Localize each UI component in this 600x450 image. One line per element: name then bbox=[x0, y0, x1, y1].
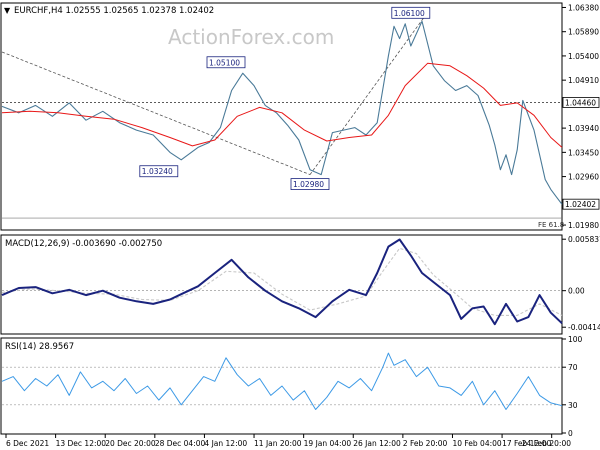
price-series-line bbox=[1, 20, 563, 205]
x-tick-label: 10 Feb 04:00 bbox=[452, 439, 501, 448]
macd-y-tick-label: -0.004144 bbox=[568, 323, 600, 332]
level-value-box bbox=[562, 97, 600, 108]
trendline bbox=[309, 12, 428, 175]
x-tick-label: 24 Feb 20:00 bbox=[522, 439, 571, 448]
rsi-panel-title: RSI(14) 28.9567 bbox=[5, 342, 74, 352]
watermark: ActionForex.com bbox=[168, 25, 334, 49]
trendline bbox=[1, 51, 311, 175]
macd-y-tick-label: 0.005837 bbox=[568, 235, 600, 244]
level-value-label: 1.04460 bbox=[565, 98, 596, 107]
x-tick-label: 11 Jan 20:00 bbox=[254, 439, 302, 448]
rsi-panel: 100 70 30 0 bbox=[1, 335, 583, 438]
macd-panel-frame bbox=[0, 234, 563, 335]
rsi-y-tick-label: 0 bbox=[568, 429, 573, 438]
rsi-y-tick-label: 100 bbox=[568, 335, 583, 344]
x-axis: 6 Dec 2021 13 Dec 12:00 20 Dec 20:00 28 Dec… bbox=[5, 434, 571, 448]
macd-panel: 0.005837 0.00 -0.004144 bbox=[1, 235, 600, 332]
price-point-label-box bbox=[391, 6, 431, 19]
macd-panel-title: MACD(12,26,9) -0.003690 -0.002750 bbox=[5, 239, 162, 249]
rsi-panel-frame bbox=[0, 337, 563, 435]
x-tick-label: 2 Feb 20:00 bbox=[403, 439, 448, 448]
price-point-label-box bbox=[139, 165, 179, 178]
x-tick-label: 17 Feb 12:00 bbox=[502, 439, 551, 448]
symbol-header: EURCHF,H4 1.02555 1.02565 1.02378 1.0240… bbox=[14, 6, 214, 16]
x-tick-label: 4 Jan 12:00 bbox=[204, 439, 247, 448]
price-point-label: 1.05100 bbox=[209, 58, 240, 67]
price-panel-frame bbox=[0, 2, 563, 231]
price-y-tick-label: 1.03940 bbox=[568, 124, 599, 133]
current-price-box bbox=[562, 198, 600, 210]
x-tick-label: 19 Jan 04:00 bbox=[304, 439, 352, 448]
macd-line bbox=[1, 238, 563, 326]
price-point-label-box bbox=[206, 56, 246, 69]
price-y-tick-label: 1.05400 bbox=[568, 52, 599, 61]
x-tick-label: 13 Dec 12:00 bbox=[56, 439, 107, 448]
price-y-tick-label: 1.01980 bbox=[568, 221, 599, 230]
macd-y-tick-label: 0.00 bbox=[568, 287, 585, 296]
price-y-tick-label: 1.06380 bbox=[568, 3, 599, 12]
x-tick-label: 6 Dec 2021 bbox=[6, 439, 49, 448]
price-point-label: 1.03240 bbox=[142, 167, 173, 176]
price-panel-title-arrow: ▼ bbox=[4, 6, 11, 15]
price-y-tick-label: 1.02960 bbox=[568, 173, 599, 182]
rsi-line bbox=[1, 352, 563, 410]
fe-level-label: FE 61.8 bbox=[538, 221, 564, 229]
rsi-y-tick-label: 70 bbox=[568, 363, 578, 372]
price-point-label-box bbox=[290, 178, 330, 190]
price-y-tick-label: 1.05890 bbox=[568, 28, 599, 37]
price-panel: 1.04460 FE 61.8 1.03240 1.05100 1.02980 1.061… bbox=[1, 3, 600, 230]
x-tick-label: 26 Jan 12:00 bbox=[353, 439, 401, 448]
x-tick-label: 28 Dec 04:00 bbox=[155, 439, 206, 448]
current-price-label: 1.02402 bbox=[565, 200, 596, 209]
price-y-tick-label: 1.04910 bbox=[568, 76, 599, 85]
rsi-y-tick-label: 30 bbox=[568, 401, 578, 410]
moving-average-line bbox=[1, 62, 563, 148]
price-point-label: 1.06100 bbox=[394, 9, 425, 18]
x-tick-label: 20 Dec 20:00 bbox=[105, 439, 156, 448]
price-point-label: 1.02980 bbox=[293, 180, 324, 189]
price-y-tick-label: 1.03450 bbox=[568, 148, 599, 157]
